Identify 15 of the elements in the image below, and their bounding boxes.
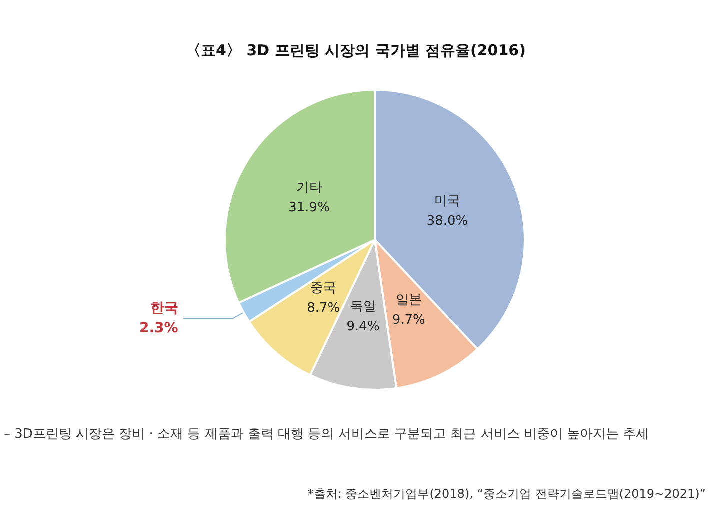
slice-label: 중국 xyxy=(310,281,337,296)
data-label: 8.7% xyxy=(307,301,340,316)
slice-label: 한국 xyxy=(150,300,178,316)
text: *출처: 중소벤처기업부(2018), “중소기업 전략기술로드맵(2019~2021)” xyxy=(308,487,706,501)
slice-label: 미국 xyxy=(434,194,461,209)
slice-label: 독일 xyxy=(350,300,376,315)
chart-title: 〈표4〉 3D 프린팅 시장의 국가별 점유율(2016) xyxy=(186,42,526,60)
data-label: 38.0% xyxy=(426,214,468,229)
data-label: 31.9% xyxy=(288,200,330,216)
slice-label: 기타 xyxy=(296,180,322,196)
slice-label: 일본 xyxy=(396,292,422,308)
text: – 3D프린팅 시장은 장비 · 소재 등 제품과 출력 대행 등의 서비스로 구분되고 최근 서비스 비중이 높아지는 추세 xyxy=(4,427,650,442)
data-label: 9.4% xyxy=(346,320,380,335)
data-label: 2.3% xyxy=(139,320,178,336)
data-label: 9.7% xyxy=(392,312,426,328)
